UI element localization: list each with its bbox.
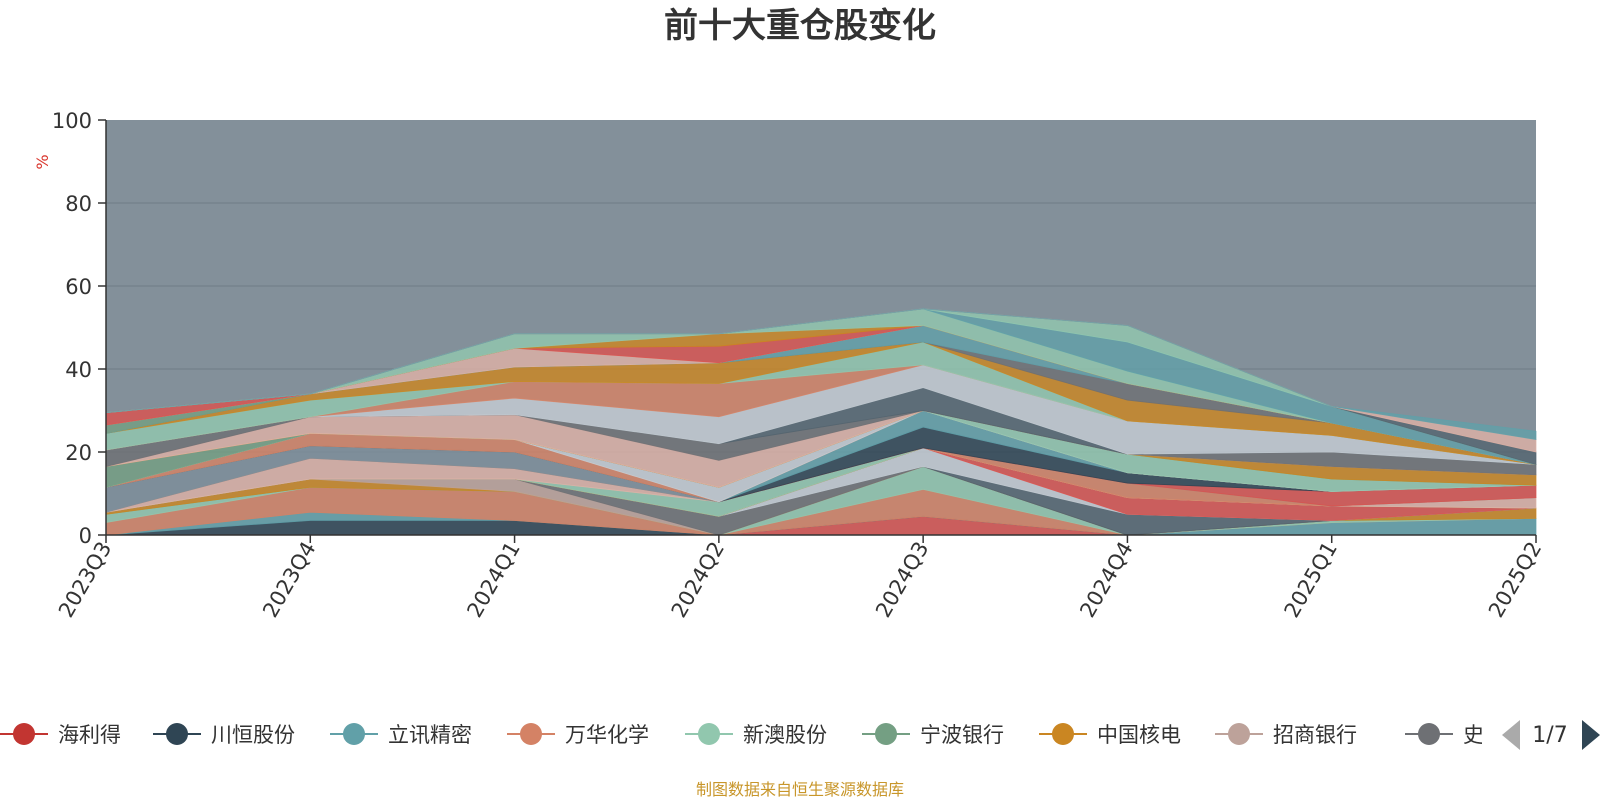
- legend-circle-icon: [13, 723, 35, 745]
- legend: 海利得 川恒股份 立讯精密 万华化学 新澳股份 宁波银行 中国核电 招商银行 史丹利: [0, 723, 1526, 747]
- y-axis-unit-label: %: [33, 154, 52, 169]
- legend-circle-icon: [520, 723, 542, 745]
- legend-item[interactable]: 立讯精密: [330, 723, 472, 747]
- legend-page-indicator: 1/7: [1532, 723, 1567, 748]
- legend-label: 史丹利: [1463, 723, 1526, 747]
- legend-item[interactable]: 史丹利: [1405, 723, 1526, 747]
- legend-label: 川恒股份: [211, 723, 295, 747]
- x-tick-label: 2024Q1: [462, 538, 524, 622]
- chart-title: 前十大重仓股变化: [664, 6, 936, 46]
- legend-circle-icon: [1228, 723, 1250, 745]
- x-tick-label: 2024Q2: [667, 538, 729, 622]
- legend-item[interactable]: 宁波银行: [862, 723, 1004, 747]
- legend-label: 新澳股份: [743, 723, 827, 747]
- x-tick-label: 2025Q1: [1280, 538, 1342, 622]
- y-tick-label: 0: [79, 524, 92, 548]
- legend-item[interactable]: 万华化学: [507, 723, 649, 747]
- legend-pager: 1/7: [1502, 720, 1600, 750]
- legend-circle-icon: [875, 723, 897, 745]
- legend-label: 海利得: [58, 723, 121, 747]
- legend-label: 招商银行: [1273, 723, 1357, 747]
- x-tick-label: 2023Q4: [258, 538, 320, 622]
- x-tick-label: 2024Q4: [1075, 538, 1137, 622]
- legend-item[interactable]: 川恒股份: [153, 723, 295, 747]
- triangle-right-icon[interactable]: [1582, 720, 1600, 750]
- legend-label: 宁波银行: [920, 723, 1004, 747]
- legend-circle-icon: [1418, 723, 1440, 745]
- y-tick-label: 80: [65, 192, 92, 216]
- legend-item[interactable]: 新澳股份: [685, 723, 827, 747]
- y-tick-label: 40: [65, 358, 92, 382]
- y-tick-label: 60: [65, 275, 92, 299]
- legend-circle-icon: [343, 723, 365, 745]
- triangle-left-icon[interactable]: [1502, 720, 1520, 750]
- legend-circle-icon: [698, 723, 720, 745]
- x-tick-label: 2023Q3: [54, 538, 116, 622]
- legend-label: 中国核电: [1097, 723, 1181, 747]
- legend-item[interactable]: 招商银行: [1215, 723, 1357, 747]
- legend-item[interactable]: 海利得: [0, 723, 121, 747]
- legend-circle-icon: [166, 723, 188, 745]
- legend-item[interactable]: 中国核电: [1039, 723, 1181, 747]
- area-series-44: [105, 308, 1537, 441]
- y-tick-label: 100: [52, 109, 92, 133]
- legend-label: 万华化学: [565, 723, 649, 747]
- area-series-group: [105, 308, 1537, 536]
- legend-label: 立讯精密: [388, 723, 472, 747]
- x-tick-label: 2025Q2: [1484, 538, 1546, 622]
- x-tick-label: 2024Q3: [871, 538, 933, 622]
- legend-circle-icon: [1052, 723, 1074, 745]
- y-tick-label: 20: [65, 441, 92, 465]
- data-source-note: 制图数据来自恒生聚源数据库: [696, 780, 904, 799]
